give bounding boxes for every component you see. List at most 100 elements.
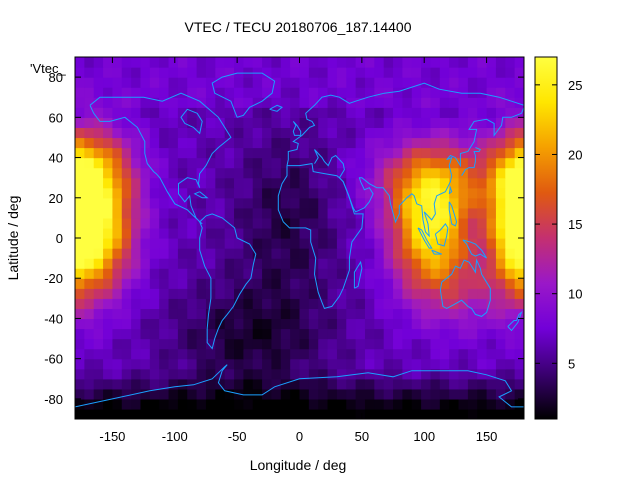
heatmap-cell: [280, 217, 291, 229]
heatmap-cell: [196, 67, 207, 78]
heatmap-cell: [439, 197, 450, 209]
heatmap-cell: [299, 388, 310, 400]
heatmap-cell: [299, 217, 310, 229]
heatmap-cell: [346, 318, 357, 330]
heatmap-cell: [121, 248, 132, 259]
heatmap-cell: [234, 97, 244, 108]
heatmap-cell: [234, 147, 244, 159]
heatmap-cell: [205, 167, 216, 179]
heatmap-cell: [327, 398, 338, 410]
heatmap-cell: [308, 97, 319, 108]
heatmap-cell: [364, 308, 375, 320]
heatmap-cell: [355, 308, 366, 320]
heatmap-cell: [131, 398, 142, 410]
heatmap-cell: [430, 378, 441, 390]
heatmap-cell: [262, 368, 273, 380]
heatmap-cell: [131, 338, 142, 350]
heatmap-cell: [168, 388, 179, 400]
heatmap-cell: [149, 378, 160, 390]
heatmap-cell: [140, 197, 151, 209]
heatmap-cell: [215, 87, 226, 98]
heatmap-cell: [299, 238, 310, 249]
heatmap-cell: [364, 408, 375, 419]
heatmap-cell: [402, 147, 413, 159]
heatmap-cell: [458, 137, 469, 149]
heatmap-cell: [159, 348, 170, 360]
heatmap-cell: [374, 117, 385, 128]
y-tick-label: 20: [49, 191, 63, 206]
heatmap-cell: [93, 258, 104, 269]
heatmap-cell: [149, 87, 160, 98]
heatmap-cell: [215, 107, 226, 118]
heatmap-cell: [103, 87, 114, 98]
heatmap-cell: [121, 107, 132, 118]
heatmap-cell: [215, 177, 226, 189]
heatmap-cell: [252, 308, 263, 320]
heatmap-cell: [93, 288, 104, 299]
heatmap-cell: [205, 398, 216, 410]
heatmap-cell: [196, 167, 207, 179]
heatmap-cell: [262, 57, 273, 68]
heatmap-cell: [486, 358, 497, 370]
heatmap-cell: [149, 217, 160, 229]
heatmap-cell: [364, 288, 375, 299]
heatmap-cell: [121, 398, 132, 410]
heatmap-cell: [149, 107, 160, 118]
heatmap-cell: [159, 268, 170, 279]
heatmap-cell: [411, 268, 422, 279]
heatmap-cell: [215, 157, 226, 169]
heatmap-cell: [327, 187, 338, 199]
heatmap-cell: [495, 388, 506, 400]
heatmap-cell: [243, 67, 254, 78]
heatmap-cell: [477, 378, 488, 390]
heatmap-cell: [75, 258, 85, 269]
heatmap-cell: [299, 288, 310, 299]
heatmap-cell: [364, 167, 375, 179]
heatmap-cell: [84, 338, 95, 350]
heatmap-cell: [458, 398, 469, 410]
heatmap-cell: [505, 57, 516, 68]
heatmap-cell: [364, 187, 375, 199]
heatmap-cell: [168, 238, 179, 249]
heatmap-cell: [280, 268, 291, 279]
heatmap-cell: [421, 107, 432, 118]
heatmap-cell: [252, 278, 263, 289]
heatmap-cell: [196, 177, 207, 189]
heatmap-cell: [252, 127, 263, 139]
heatmap-cell: [383, 408, 394, 419]
heatmap-cell: [393, 328, 403, 340]
heatmap-cell: [346, 268, 357, 279]
heatmap-cell: [149, 97, 160, 108]
heatmap-cell: [177, 298, 188, 309]
heatmap-cell: [140, 268, 151, 279]
coastline: [448, 201, 458, 227]
heatmap-cell: [149, 298, 160, 309]
heatmap-cell: [103, 57, 114, 68]
heatmap-cell: [280, 157, 291, 169]
heatmap-cell: [477, 338, 488, 350]
heatmap-cell: [252, 57, 263, 68]
heatmap-cell: [346, 288, 357, 299]
heatmap-cell: [430, 127, 441, 139]
heatmap-cell: [262, 348, 273, 360]
heatmap-cell: [374, 268, 385, 279]
heatmap-cell: [430, 137, 441, 149]
heatmap-cell: [327, 378, 338, 390]
heatmap-cell: [131, 298, 142, 309]
heatmap-cell: [93, 57, 104, 68]
heatmap-cell: [75, 77, 85, 88]
heatmap-cell: [355, 388, 366, 400]
heatmap-cell: [458, 298, 469, 309]
heatmap-cell: [93, 177, 104, 189]
heatmap-cell: [477, 408, 488, 419]
heatmap-cell: [458, 348, 469, 360]
heatmap-cell: [402, 77, 413, 88]
heatmap-cell: [327, 137, 338, 149]
heatmap-cell: [93, 268, 104, 279]
heatmap-cell: [486, 408, 497, 419]
heatmap-cell: [336, 238, 347, 249]
heatmap-cell: [374, 318, 385, 330]
heatmap-cell: [215, 338, 226, 350]
heatmap-cell: [402, 378, 413, 390]
heatmap-cell: [112, 378, 123, 390]
